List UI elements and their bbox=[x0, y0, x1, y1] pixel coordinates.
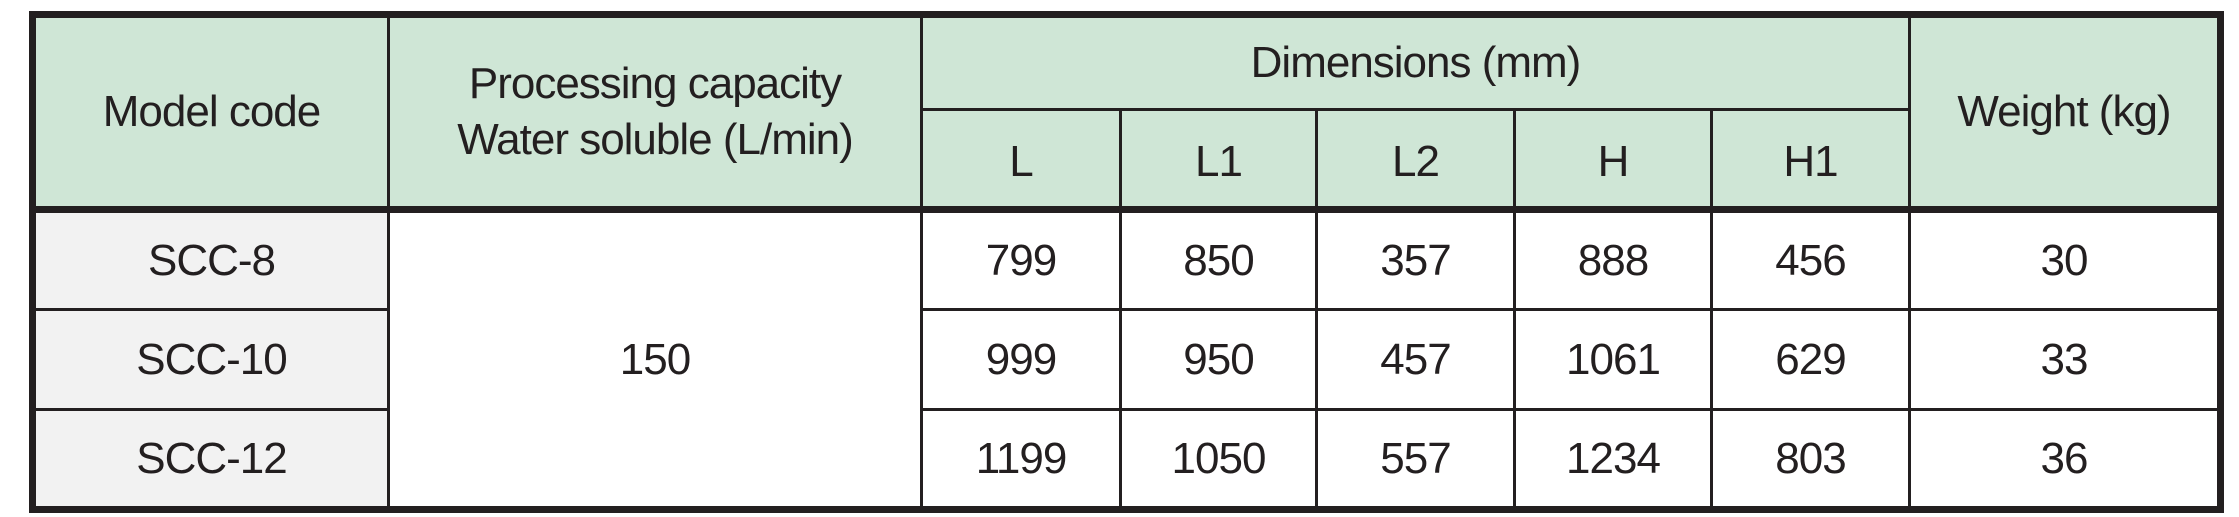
dim-cell: 1050 bbox=[1119, 408, 1318, 511]
dim-cell: 850 bbox=[1119, 206, 1318, 311]
header-dim-h: H bbox=[1513, 108, 1713, 211]
dim-cell: 557 bbox=[1315, 408, 1516, 511]
weight-cell: 30 bbox=[1908, 206, 2222, 311]
weight-cell: 33 bbox=[1908, 308, 2222, 411]
header-dimensions: Dimensions (mm) bbox=[920, 13, 1911, 111]
weight-cell: 36 bbox=[1908, 408, 2222, 511]
table-row: SCC-12 1199 1050 557 1234 803 36 bbox=[31, 408, 2222, 511]
spec-table: Model code Processing capacity Water sol… bbox=[29, 11, 2224, 513]
header-processing-capacity: Processing capacity Water soluble (L/min… bbox=[387, 13, 923, 211]
dim-cell: 629 bbox=[1710, 308, 1911, 411]
dim-cell: 456 bbox=[1710, 206, 1911, 311]
header-dim-l: L bbox=[920, 108, 1122, 211]
dim-cell: 999 bbox=[920, 308, 1122, 411]
header-dim-l2: L2 bbox=[1315, 108, 1516, 211]
header-dim-l1: L1 bbox=[1119, 108, 1318, 211]
header-capacity-line1: Processing capacity bbox=[468, 59, 842, 108]
model-cell: SCC-12 bbox=[31, 408, 390, 511]
model-cell: SCC-8 bbox=[31, 206, 390, 311]
dim-cell: 457 bbox=[1315, 308, 1516, 411]
table-row: SCC-10 999 950 457 1061 629 33 bbox=[31, 308, 2222, 411]
header-model-code: Model code bbox=[31, 13, 390, 211]
table-row: SCC-8 150 799 850 357 888 456 30 bbox=[31, 206, 2222, 511]
dim-cell: 1199 bbox=[920, 408, 1122, 511]
dim-cell: 888 bbox=[1513, 206, 1713, 311]
model-cell: SCC-10 bbox=[31, 308, 390, 411]
capacity-cell: 150 bbox=[387, 206, 923, 511]
dim-cell: 357 bbox=[1315, 206, 1516, 311]
dim-cell: 950 bbox=[1119, 308, 1318, 411]
dim-cell: 803 bbox=[1710, 408, 1911, 511]
dim-cell: 799 bbox=[920, 206, 1122, 311]
header-dim-h1: H1 bbox=[1710, 108, 1911, 211]
dim-cell: 1061 bbox=[1513, 308, 1713, 411]
dim-cell: 1234 bbox=[1513, 408, 1713, 511]
header-capacity-line2: Water soluble (L/min) bbox=[457, 115, 854, 164]
header-weight: Weight (kg) bbox=[1908, 13, 2222, 211]
